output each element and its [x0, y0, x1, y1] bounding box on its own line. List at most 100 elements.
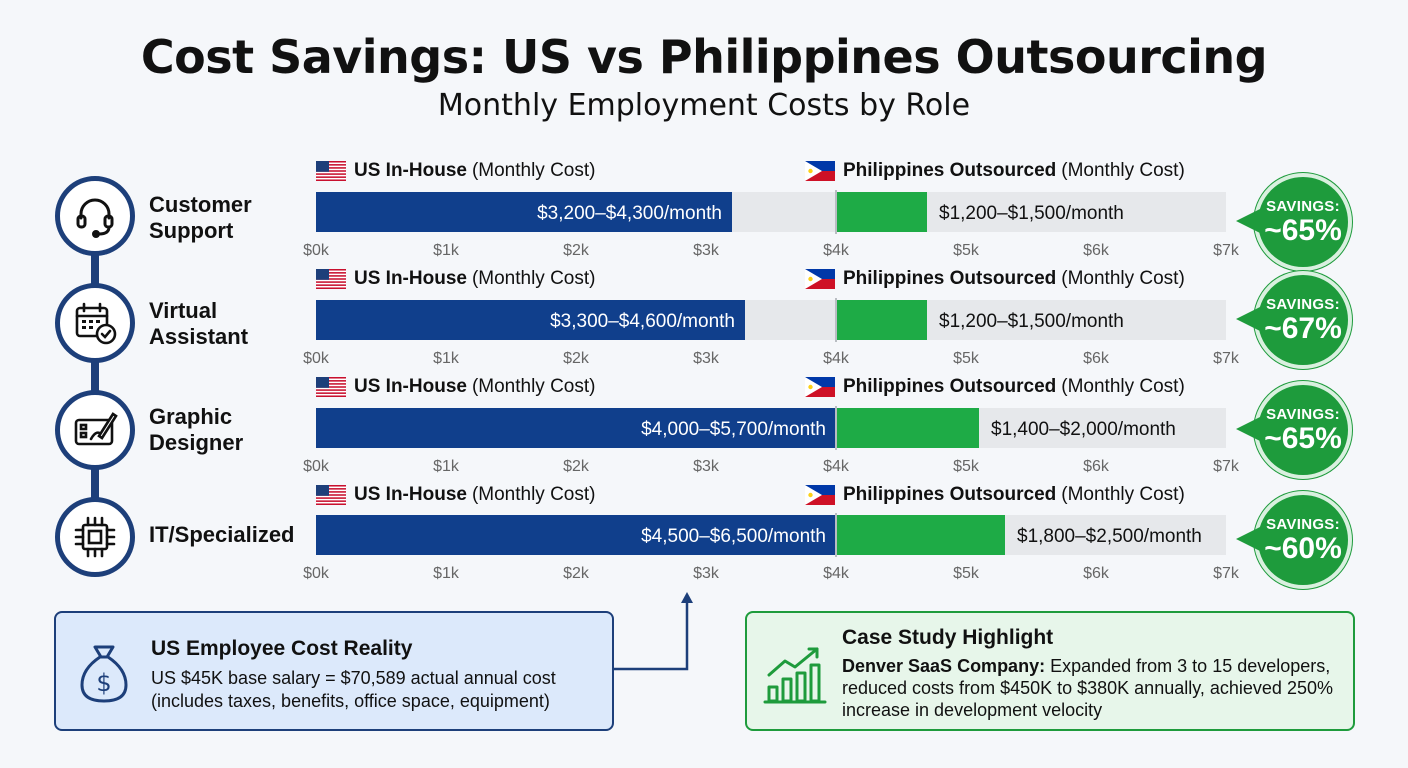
x-tick-label: $7k — [1213, 242, 1240, 259]
role-label-virtual-assistant: Virtual Assistant — [149, 298, 249, 349]
ph-series-header: Philippines Outsourced (Monthly Cost) — [805, 376, 1185, 398]
case-description: Expanded from 3 to 15 developers, reduce… — [842, 656, 1333, 720]
drawing-tablet-icon — [55, 390, 135, 470]
x-tick-label: $1k — [433, 565, 460, 582]
callout-arrow-line — [614, 596, 689, 671]
x-tick-label: $5k — [953, 242, 980, 259]
us-header-rest: (Monthly Cost) — [471, 484, 596, 505]
x-tick-label: $7k — [1213, 350, 1240, 367]
ph-bar — [837, 408, 979, 448]
money-bag-icon: $ — [76, 641, 132, 710]
us-bar-label: $3,300–$4,600/month — [550, 311, 735, 332]
x-tick-label: $6k — [1083, 458, 1110, 475]
ph-header-rest: (Monthly Cost) — [1061, 484, 1185, 505]
svg-text:$: $ — [96, 669, 111, 697]
role-label-graphic-designer: Graphic Designer — [149, 404, 244, 455]
savings-badge: SAVINGS: ~60% — [1236, 491, 1352, 589]
x-tick-label: $0k — [303, 565, 330, 582]
ph-bar-label: $1,200–$1,500/month — [939, 311, 1124, 332]
page-subtitle: Monthly Employment Costs by Role — [437, 88, 971, 123]
ph-header-bold: Philippines Outsourced — [843, 160, 1057, 181]
role-label-it-specialized: IT/Specialized — [149, 522, 295, 547]
x-tick-label: $4k — [823, 350, 850, 367]
x-tick-label: $7k — [1213, 458, 1240, 475]
x-tick-label: $3k — [693, 565, 720, 582]
us-bar — [316, 300, 745, 340]
x-tick-label: $0k — [303, 350, 330, 367]
ph-bar-label: $1,200–$1,500/month — [939, 203, 1124, 224]
ph-series-header: Philippines Outsourced (Monthly Cost) — [805, 484, 1185, 506]
us-header-bold: US In-House — [354, 160, 467, 181]
x-tick-label: $6k — [1083, 565, 1110, 582]
ph-header-bold: Philippines Outsourced — [843, 484, 1057, 505]
savings-value: ~67% — [1264, 311, 1342, 345]
x-tick-label: $2k — [563, 242, 590, 259]
us-series-header: US In-House (Monthly Cost) — [316, 160, 595, 182]
calendar-check-icon — [55, 283, 135, 363]
savings-label: SAVINGS: — [1266, 405, 1340, 423]
role-label-customer-support: Customer Support — [149, 192, 252, 243]
savings-label: SAVINGS: — [1266, 197, 1340, 215]
us-header-rest: (Monthly Cost) — [471, 268, 596, 289]
x-tick-label: $5k — [953, 458, 980, 475]
x-tick-label: $1k — [433, 458, 460, 475]
us-bar-label: $3,200–$4,300/month — [537, 203, 722, 224]
ph-header-bold: Philippines Outsourced — [843, 268, 1057, 289]
growth-chart-icon — [763, 643, 829, 710]
x-tick-label: $1k — [433, 350, 460, 367]
us-header-rest: (Monthly Cost) — [471, 160, 596, 181]
ph-bar-label: $1,800–$2,500/month — [1017, 526, 1202, 547]
x-tick-label: $6k — [1083, 242, 1110, 259]
us-header-rest: (Monthly Cost) — [471, 376, 596, 397]
savings-value: ~65% — [1264, 213, 1342, 247]
us-series-header: US In-House (Monthly Cost) — [316, 268, 595, 290]
ph-series-header: Philippines Outsourced (Monthly Cost) — [805, 268, 1185, 290]
ph-header-rest: (Monthly Cost) — [1061, 376, 1185, 397]
x-tick-label: $6k — [1083, 350, 1110, 367]
x-tick-label: $4k — [823, 458, 850, 475]
role-connector — [91, 240, 99, 530]
us-flag-icon — [316, 377, 346, 397]
savings-label: SAVINGS: — [1266, 295, 1340, 313]
x-tick-label: $4k — [823, 242, 850, 259]
philippines-flag-icon — [805, 161, 835, 181]
x-tick-label: $5k — [953, 350, 980, 367]
x-tick-label: $2k — [563, 565, 590, 582]
us-series-header: US In-House (Monthly Cost) — [316, 484, 595, 506]
headset-icon — [55, 176, 135, 256]
savings-value: ~60% — [1264, 531, 1342, 565]
x-tick-label: $2k — [563, 350, 590, 367]
us-header-bold: US In-House — [354, 376, 467, 397]
ph-bar — [837, 300, 927, 340]
x-tick-label: $0k — [303, 242, 330, 259]
us-bar — [316, 408, 836, 448]
x-tick-label: $1k — [433, 242, 460, 259]
ph-bar — [837, 192, 927, 232]
us-box-text: US $45K base salary = $70,589 actual ann… — [151, 668, 556, 711]
savings-badge: SAVINGS: ~65% — [1236, 173, 1352, 271]
x-tick-label: $3k — [693, 350, 720, 367]
us-bar — [316, 515, 836, 555]
us-cost-reality-box: $ US Employee Cost Reality US $45K base … — [54, 611, 614, 731]
us-flag-icon — [316, 269, 346, 289]
case-box-text: Denver SaaS Company: Expanded from 3 to … — [842, 655, 1352, 721]
us-bar — [316, 192, 732, 232]
case-study-box: Case Study Highlight Denver SaaS Company… — [745, 611, 1355, 731]
callout-arrow-head — [681, 592, 693, 603]
ph-bar-label: $1,400–$2,000/month — [991, 419, 1176, 440]
ph-bar — [837, 515, 1005, 555]
us-header-bold: US In-House — [354, 484, 467, 505]
case-company: Denver SaaS Company: — [842, 656, 1046, 676]
x-tick-label: $5k — [953, 565, 980, 582]
us-series-header: US In-House (Monthly Cost) — [316, 376, 595, 398]
us-header-bold: US In-House — [354, 268, 467, 289]
x-tick-label: $4k — [823, 565, 850, 582]
savings-badge: SAVINGS: ~65% — [1236, 381, 1352, 479]
philippines-flag-icon — [805, 377, 835, 397]
ph-header-bold: Philippines Outsourced — [843, 376, 1057, 397]
x-tick-label: $3k — [693, 458, 720, 475]
ph-header-rest: (Monthly Cost) — [1061, 160, 1185, 181]
philippines-flag-icon — [805, 485, 835, 505]
us-box-heading: US Employee Cost Reality — [151, 637, 413, 660]
